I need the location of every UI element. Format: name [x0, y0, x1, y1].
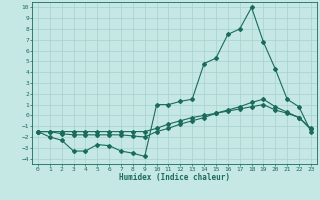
X-axis label: Humidex (Indice chaleur): Humidex (Indice chaleur): [119, 173, 230, 182]
